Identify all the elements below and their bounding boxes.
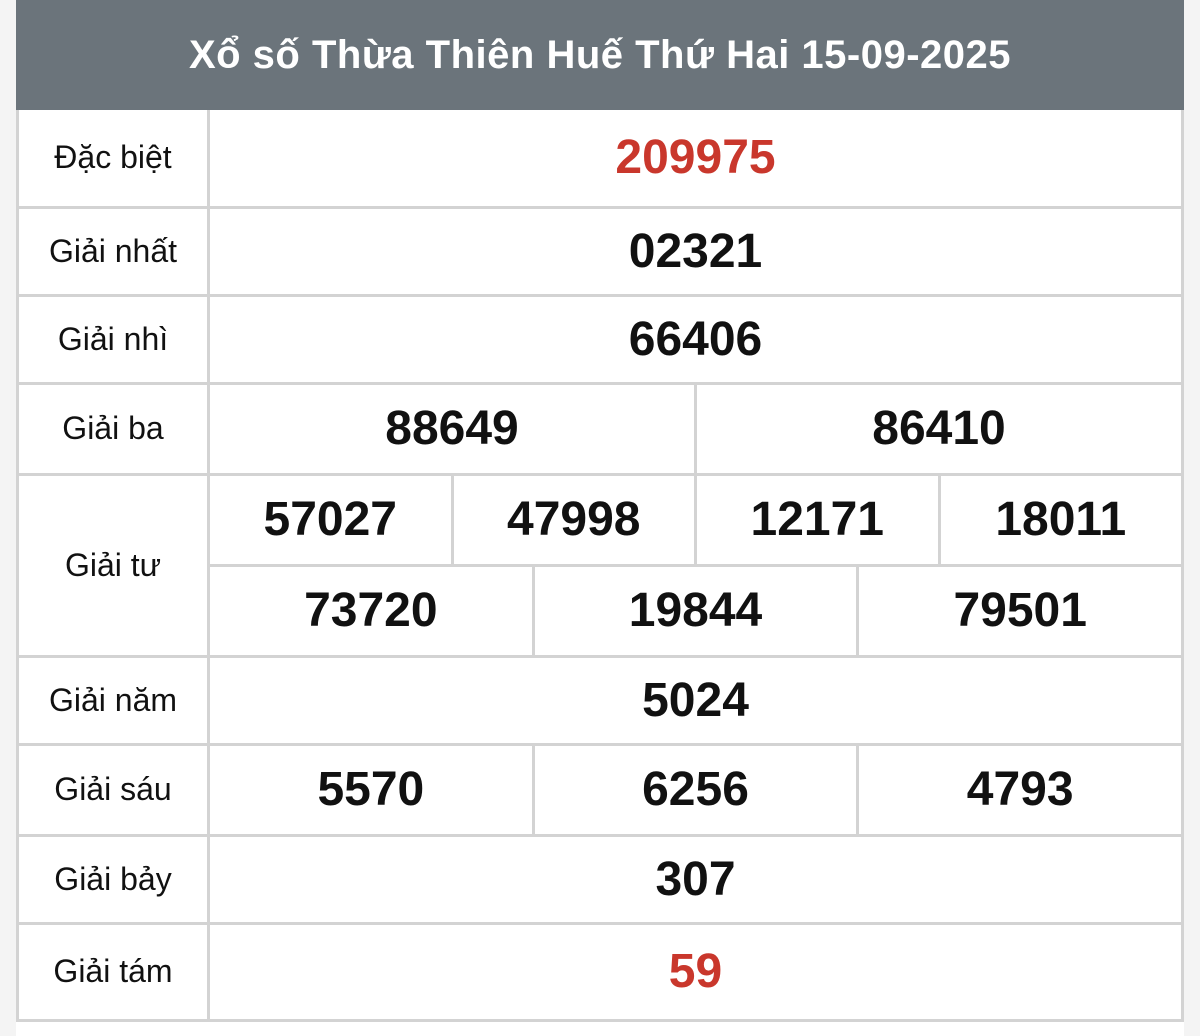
row-fourth-a: Giải tư 57027 47998 12171 18011 — [16, 472, 1184, 658]
row-eighth: Giải tám 59 — [16, 921, 1184, 1022]
prize-number: 18011 — [937, 475, 1182, 564]
prize-number: 5570 — [317, 763, 425, 816]
prize-label: Giải sáu — [16, 742, 210, 837]
page-title: Xổ số Thừa Thiên Huế Thứ Hai 15-09-2025 — [16, 0, 1184, 110]
row-fifth: Giải năm 5024 — [16, 654, 1184, 746]
prize-number: 73720 — [304, 584, 438, 637]
prize-number: 5024 — [207, 654, 1184, 746]
prize-number-special: 209975 — [207, 110, 1184, 209]
prize-number: 79501 — [856, 566, 1181, 655]
prize-number: 02321 — [207, 205, 1184, 297]
row-third: Giải ba 88649 86410 — [16, 381, 1184, 476]
results-table-container: Xổ số Thừa Thiên Huế Thứ Hai 15-09-2025 … — [16, 0, 1184, 1036]
row-seventh: Giải bảy 307 — [16, 833, 1184, 925]
prize-number: 4793 — [856, 745, 1181, 834]
prize-number: 57027 — [263, 493, 397, 546]
prize-label: Giải tám — [16, 921, 210, 1022]
row-fourth-b: 73720 19844 79501 — [18, 563, 1184, 658]
prize-number: 19844 — [531, 566, 857, 655]
row-special: Đặc biệt 209975 — [16, 110, 1184, 209]
results-table: Đặc biệt 209975 Giải nhất 02321 Giải nhì… — [16, 110, 1184, 1022]
prize-number: 307 — [207, 833, 1184, 925]
prize-number: 6256 — [531, 745, 857, 834]
prize-label: Giải bảy — [16, 833, 210, 925]
prize-label: Giải ba — [16, 381, 210, 476]
prize-label: Giải nhì — [16, 293, 210, 385]
row-second: Giải nhì 66406 — [16, 293, 1184, 385]
row-first: Giải nhất 02321 — [16, 205, 1184, 297]
prize-number: 86410 — [694, 384, 1181, 473]
prize-number: 66406 — [207, 293, 1184, 385]
prize-label: Giải nhất — [16, 205, 210, 297]
prize-label: Giải tư — [16, 472, 210, 658]
prize-label: Giải năm — [16, 654, 210, 746]
prize-label: Đặc biệt — [16, 110, 210, 209]
row-sixth: Giải sáu 5570 6256 4793 — [16, 742, 1184, 837]
prize-number-eighth: 59 — [207, 921, 1184, 1022]
prize-number: 12171 — [694, 475, 938, 564]
prize-number: 47998 — [450, 475, 695, 564]
prize-number: 88649 — [385, 402, 519, 455]
